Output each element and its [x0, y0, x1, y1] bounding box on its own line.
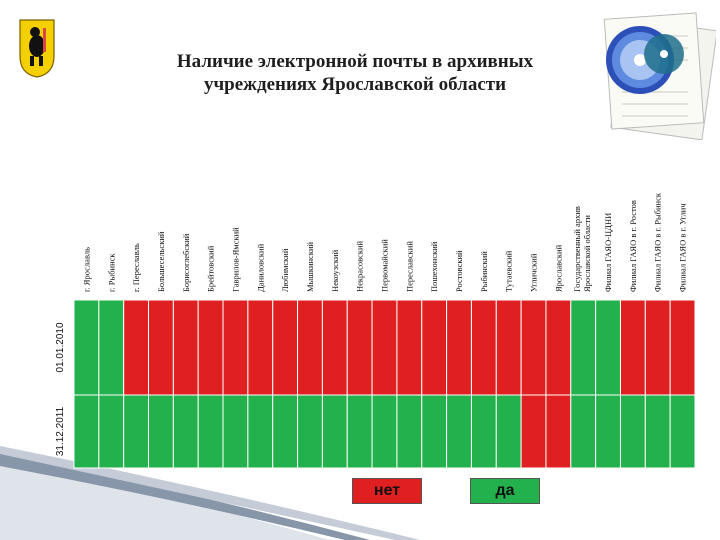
- column-label: Борисоглебский: [181, 233, 191, 292]
- heatmap-cell: [247, 394, 274, 469]
- heatmap-cell: [222, 299, 249, 396]
- column-label: Угличский: [529, 253, 539, 292]
- heatmap-cell: [470, 394, 497, 469]
- heatmap-cell: [73, 394, 100, 469]
- heatmap-cell: [644, 394, 671, 469]
- heatmap-cell: [346, 394, 373, 469]
- column-label: г. Ярославль: [81, 247, 91, 292]
- heatmap-cell: [495, 394, 522, 469]
- heatmap-cell: [570, 394, 597, 469]
- heatmap-cell: [495, 299, 522, 396]
- column-label: Даниловский: [255, 243, 265, 292]
- row-label: 01.01.2010: [55, 322, 66, 372]
- column-label: Рыбинский: [479, 251, 489, 292]
- column-label: Брейтовский: [206, 245, 216, 292]
- heatmap-cell: [396, 299, 423, 396]
- heatmap-cell: [297, 299, 323, 396]
- column-label: Филиал ГАЯО в г. Углич: [678, 203, 688, 292]
- heatmap-cell: [470, 299, 497, 396]
- column-label: Пошехонский: [429, 241, 439, 292]
- heatmap-cell: [247, 299, 274, 396]
- heatmap-cell: [172, 394, 199, 469]
- heatmap-cell: [371, 394, 398, 469]
- heatmap-cell: [570, 299, 597, 396]
- heatmap-cell: [421, 394, 448, 469]
- column-label: Некрасовский: [355, 240, 365, 292]
- column-label: Филиал ГАЯО в г. Ростов: [628, 200, 638, 292]
- heatmap-cell: [222, 394, 249, 469]
- heatmap-cell: [197, 394, 224, 469]
- heatmap-cell: [619, 394, 646, 469]
- row-label: 31.12.2011: [55, 406, 66, 456]
- column-label: Государственный архивЯрославской области: [572, 206, 592, 292]
- heatmap-cell: [98, 299, 125, 396]
- heatmap-cell: [595, 394, 621, 469]
- heatmap-cell: [371, 299, 398, 396]
- heatmap-cell: [73, 299, 100, 396]
- heatmap-cell: [595, 299, 621, 396]
- column-label: Ярославский: [553, 244, 563, 292]
- heatmap-cell: [272, 394, 299, 469]
- heatmap-cell: [545, 299, 572, 396]
- column-label: г. Рыбинск: [106, 253, 116, 292]
- column-label: Большесельский: [156, 231, 166, 292]
- column-label: Любимский: [280, 248, 290, 292]
- heatmap-cell: [346, 299, 373, 396]
- heatmap-cell: [520, 394, 547, 469]
- legend-yes: да: [470, 478, 540, 504]
- heatmap-cell: [148, 299, 174, 396]
- title-line-2: учреждениях Ярославской области: [203, 74, 507, 95]
- heatmap-cell: [98, 394, 125, 469]
- heatmap-cell: [545, 394, 572, 469]
- column-label: Филиал ГАЯО в г. Рыбинск: [653, 192, 663, 292]
- heatmap-cell: [197, 299, 224, 396]
- column-label: Переславский: [404, 241, 414, 292]
- heatmap-cell: [520, 299, 547, 396]
- legend-no: нет: [352, 478, 422, 504]
- cd-documents-image: [603, 12, 716, 140]
- heatmap-cell: [297, 394, 323, 469]
- heatmap-cell: [123, 394, 150, 469]
- column-label: Некоузский: [330, 249, 340, 292]
- heatmap-cell: [272, 299, 299, 396]
- page-title: Наличие электронной почты в архивных учр…: [120, 50, 590, 96]
- decorative-swoosh: [0, 446, 420, 540]
- heatmap-cell: [148, 394, 174, 469]
- heatmap-cell: [446, 394, 472, 469]
- heatmap-cell: [446, 299, 472, 396]
- yaroslavl-coat-of-arms: [19, 19, 55, 78]
- heatmap-cell: [321, 394, 348, 469]
- column-label: г. Переславль: [131, 243, 141, 292]
- heatmap-cell: [619, 299, 646, 396]
- heatmap-cell: [669, 394, 696, 469]
- column-label: Филиал ГАЯО-ЦДНИ: [603, 213, 613, 292]
- column-label: Тутаевский: [504, 250, 514, 292]
- title-line-1: Наличие электронной почты в архивных: [176, 51, 534, 72]
- heatmap-cell: [321, 299, 348, 396]
- heatmap-cell: [396, 394, 423, 469]
- column-label: Мышкинский: [305, 242, 315, 292]
- column-label: Ростовский: [454, 250, 464, 292]
- heatmap-cell: [669, 299, 696, 396]
- heatmap-cell: [644, 299, 671, 396]
- heatmap-cell: [421, 299, 448, 396]
- column-label: Первомайский: [380, 239, 390, 292]
- heatmap-cell: [123, 299, 150, 396]
- heatmap-cell: [172, 299, 199, 396]
- column-label: Гаврилов-Ямский: [230, 227, 240, 292]
